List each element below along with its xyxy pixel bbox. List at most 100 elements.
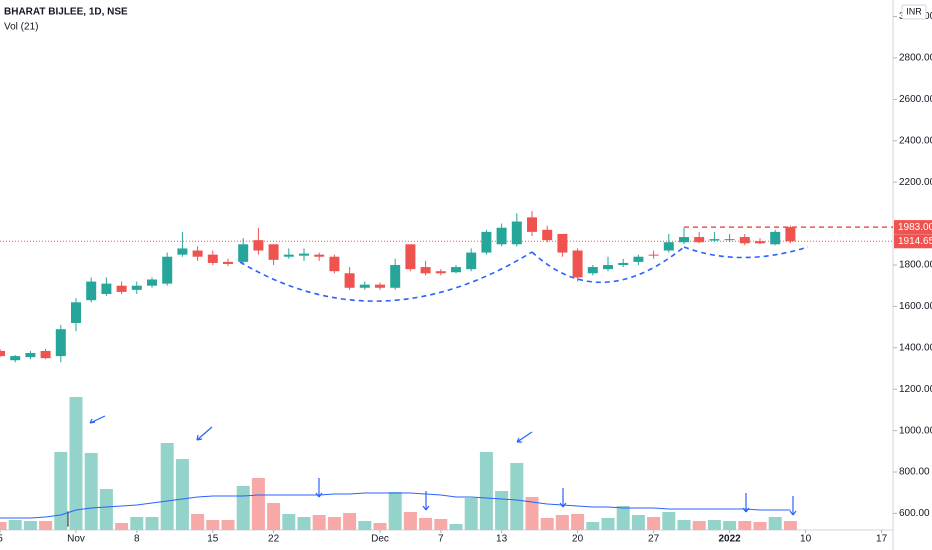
volume-bar bbox=[221, 520, 235, 530]
candle-body bbox=[709, 239, 720, 241]
y-tick-label: 2400.00 bbox=[899, 135, 932, 146]
y-tick-label: 1800.00 bbox=[899, 260, 932, 271]
volume-bar bbox=[130, 517, 144, 530]
volume-bar bbox=[8, 520, 22, 530]
volume-bar bbox=[662, 512, 676, 530]
candle-body bbox=[359, 284, 370, 288]
candle-body bbox=[511, 221, 522, 245]
candle-body bbox=[405, 244, 416, 270]
price-label-box bbox=[894, 220, 932, 235]
candle-body bbox=[435, 271, 446, 274]
x-tick-label: 2022 bbox=[718, 534, 741, 545]
x-tick-label: 5 bbox=[0, 534, 3, 545]
candle-body bbox=[299, 253, 309, 256]
y-tick-label: 2600.00 bbox=[899, 94, 932, 105]
candle-body bbox=[466, 252, 477, 270]
candle-body bbox=[177, 248, 188, 255]
candle-body bbox=[542, 229, 553, 241]
chart-title: BHARAT BIJLEE, 1D, NSE bbox=[4, 7, 128, 18]
candle-body bbox=[268, 244, 279, 260]
volume-bar bbox=[464, 498, 478, 530]
candle-body bbox=[71, 302, 81, 323]
volume-bar bbox=[647, 517, 661, 530]
candle-body bbox=[40, 350, 51, 359]
candle-body bbox=[724, 239, 735, 241]
volume-bar bbox=[707, 520, 721, 530]
volume-bar bbox=[69, 397, 83, 530]
candle-body bbox=[618, 262, 629, 265]
candle-body bbox=[663, 242, 674, 251]
handle-curve bbox=[531, 246, 685, 284]
volume-bar bbox=[145, 517, 159, 530]
arrow bbox=[89, 415, 106, 424]
x-tick-label: Nov bbox=[67, 534, 85, 545]
candle-body bbox=[116, 285, 127, 292]
candle-body bbox=[694, 237, 705, 243]
volume-bar bbox=[738, 521, 752, 530]
volume-ma-line bbox=[0, 492, 791, 519]
candle-body bbox=[238, 244, 249, 262]
candle-body bbox=[739, 237, 750, 244]
volume-bar bbox=[39, 521, 53, 530]
base-curve bbox=[683, 246, 809, 259]
volume-bar bbox=[768, 517, 782, 530]
x-tick-label: 15 bbox=[207, 534, 219, 545]
volume-bar bbox=[753, 522, 767, 530]
volume-bar bbox=[84, 453, 98, 530]
volume-bar bbox=[434, 519, 448, 530]
volume-bar bbox=[419, 518, 433, 530]
volume-bar bbox=[23, 521, 37, 530]
volume-bar bbox=[495, 491, 509, 530]
candle-body bbox=[162, 256, 173, 284]
x-tick-label: 27 bbox=[648, 534, 660, 545]
candle-body bbox=[648, 254, 659, 256]
volume-bar bbox=[282, 514, 296, 530]
volume-bar bbox=[160, 443, 174, 530]
candle-body bbox=[420, 267, 431, 274]
x-tick-label: 10 bbox=[800, 534, 812, 545]
volume-bar bbox=[251, 478, 265, 530]
candle-body bbox=[496, 227, 507, 245]
y-tick-label: 2800.00 bbox=[899, 53, 932, 64]
candle-body bbox=[527, 217, 537, 232]
indicator-label: Vol (21) bbox=[4, 22, 38, 33]
candle-body bbox=[101, 283, 112, 294]
candle-body bbox=[55, 329, 66, 357]
volume-bar bbox=[555, 515, 569, 530]
volume-bar bbox=[525, 497, 539, 530]
candle-body bbox=[603, 265, 613, 270]
volume-bar bbox=[783, 521, 797, 530]
x-tick-label: 13 bbox=[496, 534, 508, 545]
x-tick-label: 7 bbox=[438, 534, 444, 545]
volume-bar bbox=[206, 520, 220, 530]
candle-body bbox=[223, 261, 233, 264]
volume-bar bbox=[54, 452, 68, 530]
candle-body bbox=[10, 356, 21, 361]
volume-bar bbox=[191, 514, 205, 530]
volume-bar bbox=[327, 517, 341, 530]
candle-body bbox=[770, 231, 781, 245]
candle-body bbox=[192, 250, 203, 257]
volume-bar bbox=[99, 489, 113, 530]
candle-body bbox=[451, 267, 461, 273]
candle-body bbox=[86, 281, 97, 301]
volume-bar bbox=[115, 523, 129, 530]
y-tick-label: 1200.00 bbox=[899, 384, 932, 395]
volume-bar bbox=[449, 524, 463, 530]
pattern-curves bbox=[239, 246, 809, 302]
currency-badge-box bbox=[901, 4, 927, 20]
volume-bar bbox=[677, 520, 691, 530]
x-tick-label: Dec bbox=[371, 534, 389, 545]
volume-bar bbox=[358, 521, 372, 530]
volume-bar bbox=[175, 459, 189, 530]
volume-bar bbox=[616, 506, 630, 530]
candle-body bbox=[344, 273, 355, 288]
volume-bar bbox=[631, 515, 645, 530]
volume-bar bbox=[236, 486, 250, 530]
candle-body bbox=[0, 350, 5, 357]
volume-bar bbox=[297, 517, 311, 530]
candle-body bbox=[207, 254, 218, 263]
